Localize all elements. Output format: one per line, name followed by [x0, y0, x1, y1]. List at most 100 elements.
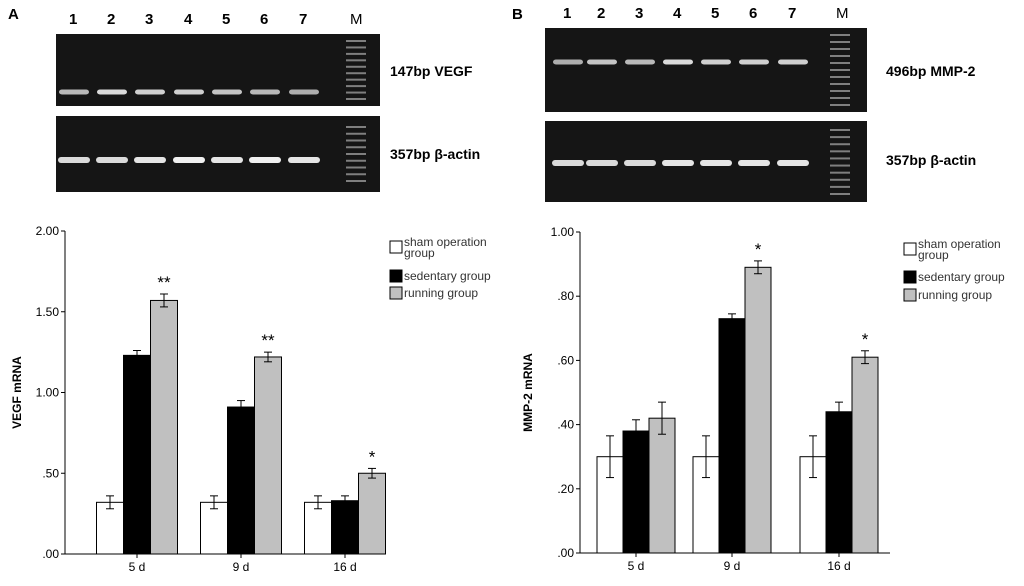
error-bar: [702, 435, 710, 479]
gel-band: [701, 59, 731, 65]
y-tick-label: .80: [557, 289, 574, 303]
legend-swatch: [389, 286, 403, 300]
lane-label: 5: [711, 5, 720, 22]
error-bar: [754, 260, 762, 275]
lane-label: 2: [107, 11, 116, 28]
gel-band: [553, 59, 583, 65]
marker-band: [830, 55, 850, 57]
error-bar: [133, 350, 141, 361]
marker-band: [346, 91, 366, 94]
x-tick-label: 5 d: [129, 560, 146, 574]
gel-band: [58, 157, 90, 163]
marker-band: [346, 72, 366, 75]
y-axis-label: MMP-2 mRNA: [521, 353, 535, 432]
bar: [96, 501, 124, 555]
gel-band: [663, 59, 693, 65]
bar: [331, 500, 359, 555]
marker-band: [830, 136, 850, 139]
marker-band: [830, 90, 850, 92]
error-bar: [264, 351, 272, 363]
marker-band: [830, 129, 850, 131]
gel-band: [250, 89, 280, 95]
gel-band: [700, 160, 732, 166]
error-bar: [809, 435, 817, 479]
gel-band: [96, 157, 128, 163]
x-tick-label: 5 d: [628, 559, 645, 573]
error-bar: [835, 401, 843, 422]
y-tick-label: 1.50: [36, 305, 60, 319]
gel-band: [738, 160, 770, 166]
error-bar: [632, 419, 640, 443]
gel-label-beta-actin-a: 357bp β-actin: [390, 146, 481, 162]
bar: [718, 318, 746, 554]
legend-swatch: [389, 240, 403, 254]
error-bar: [106, 495, 114, 510]
y-tick-label: .50: [42, 466, 59, 480]
marker-band: [830, 143, 850, 146]
gel-band: [59, 89, 89, 95]
gel-band: [586, 160, 618, 166]
error-bar: [861, 350, 869, 365]
gel-band: [625, 59, 655, 65]
y-tick-label: .40: [557, 418, 574, 432]
legend-swatch: [903, 242, 917, 256]
error-bar: [210, 495, 218, 510]
bar: [200, 501, 228, 555]
lane-label: 7: [299, 11, 308, 28]
lane-label: 5: [222, 11, 231, 28]
marker-band: [346, 98, 366, 100]
bar: [123, 354, 151, 555]
bar: [851, 356, 879, 554]
marker-band: [346, 146, 366, 149]
marker-band: [830, 104, 850, 106]
lane-label: 3: [145, 11, 154, 28]
y-tick-label: .00: [557, 546, 574, 560]
gel-band: [662, 160, 694, 166]
significance-marker: *: [369, 447, 376, 466]
gel-label-mmp2: 496bp MMP-2: [886, 63, 976, 79]
legend: sham operation group sedentary group runnin…: [389, 235, 491, 300]
marker-band: [830, 97, 850, 99]
lane-label: 1: [69, 11, 78, 28]
marker-band: [346, 78, 366, 81]
gel-beta-actin-a: [56, 116, 380, 192]
gel-band: [777, 160, 809, 166]
gel-label-vegf: 147bp VEGF: [390, 63, 473, 79]
marker-band: [346, 46, 366, 49]
lane-label: 2: [597, 5, 606, 22]
y-tick-label: .00: [42, 547, 59, 561]
marker-band: [830, 48, 850, 50]
gel-band: [212, 89, 242, 95]
marker-band: [830, 76, 850, 78]
marker-band: [346, 65, 366, 68]
marker-band: [830, 34, 850, 36]
marker-band: [830, 157, 850, 160]
marker-band: [346, 52, 366, 55]
panel-b-letter: B: [512, 6, 523, 23]
gel-band: [135, 89, 165, 95]
significance-marker: *: [862, 330, 869, 349]
gel-band: [587, 59, 617, 65]
gel-band: [211, 157, 243, 163]
marker-band: [830, 62, 850, 64]
marker-lane-label: M: [350, 11, 363, 28]
mmp2-bar-chart: MMP-2 mRNA .00 .20 .40 .60 .80 1.00 5 d 9 d 16 d *…: [521, 225, 1005, 573]
gel-band: [289, 89, 319, 95]
bar: [825, 411, 853, 554]
gel-band: [134, 157, 166, 163]
marker-band: [830, 41, 850, 43]
gel-band: [249, 157, 281, 163]
lane-label: 4: [673, 5, 682, 22]
marker-band: [346, 173, 366, 176]
marker-band: [830, 193, 850, 195]
marker-band: [830, 69, 850, 71]
marker-band: [830, 178, 850, 181]
y-tick-label: 1.00: [551, 225, 575, 239]
error-bar: [606, 435, 614, 479]
gel-vegf-bands: [59, 40, 366, 100]
legend-label: sedentary group: [918, 270, 1005, 284]
marker-band: [346, 166, 366, 169]
significance-marker: *: [755, 240, 762, 259]
marker-band: [830, 83, 850, 85]
